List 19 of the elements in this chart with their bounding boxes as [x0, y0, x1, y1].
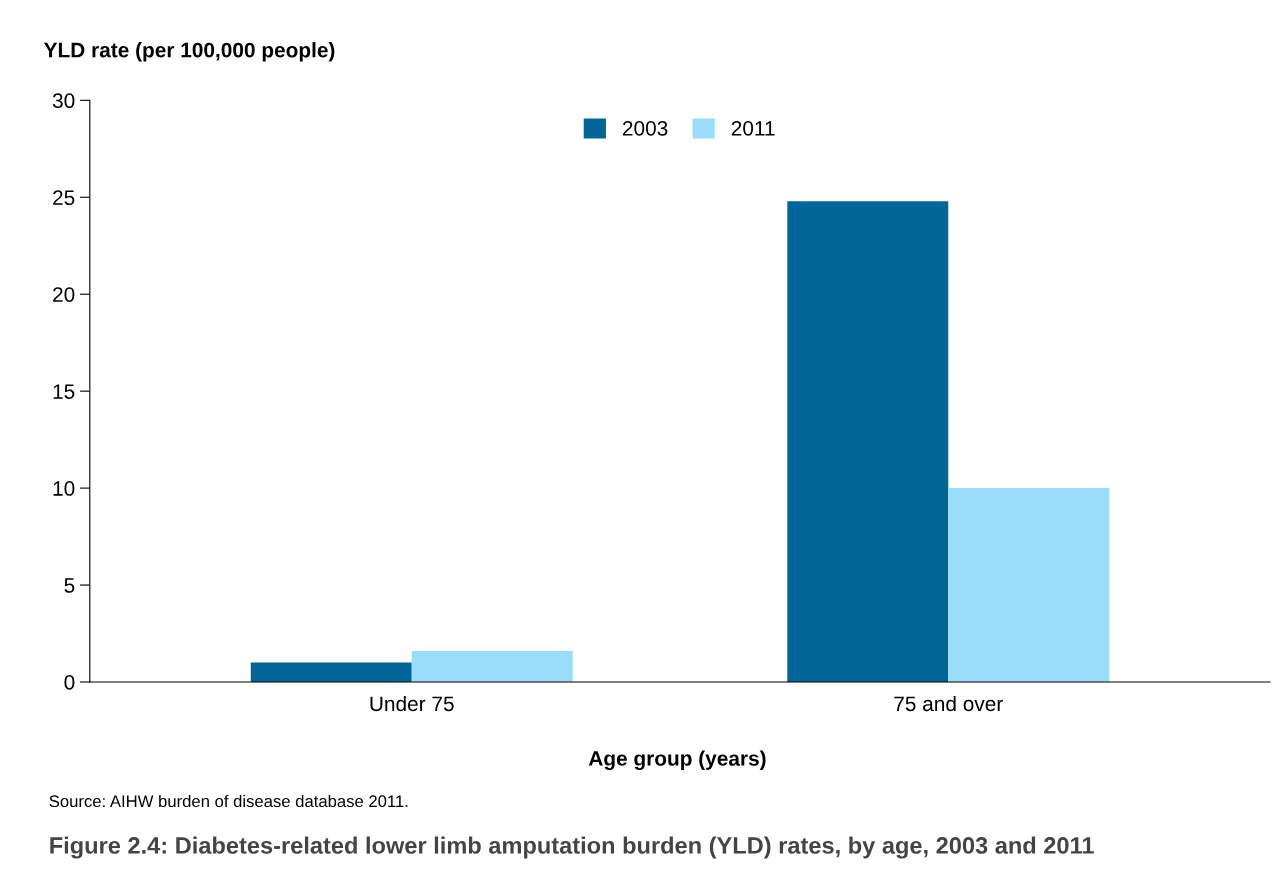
text: Figure 2.4: Diabetes-related lower limb amputation burden (YLD) rates, by age, 2003 and 2011 [50, 836, 1094, 859]
bar [787, 201, 949, 682]
legend-label: 2011 [731, 120, 775, 136]
y-tick-label: 10 [53, 481, 75, 496]
bar [411, 650, 573, 682]
source-note: Source: AIHW burden of disease database 2011. [49, 794, 408, 808]
x-tick-label: Under 75 [370, 695, 454, 712]
x-tick-label: 75 and over [894, 695, 1003, 712]
y-tick-label: 30 [52, 93, 75, 109]
y-tick-label: 0 [64, 675, 75, 690]
legend-label: 2003 [622, 120, 668, 136]
x-axis-title: Age group (years) [588, 750, 766, 771]
bar [250, 662, 412, 682]
bar [948, 488, 1110, 682]
y-tick-label: 15 [53, 384, 75, 399]
y-tick-label: 5 [64, 578, 75, 593]
y-axis-title: YLD rate (per 100,000 people) [43, 42, 335, 62]
y-tick-label: 20 [53, 287, 75, 302]
y-tick-label: 25 [53, 190, 75, 206]
